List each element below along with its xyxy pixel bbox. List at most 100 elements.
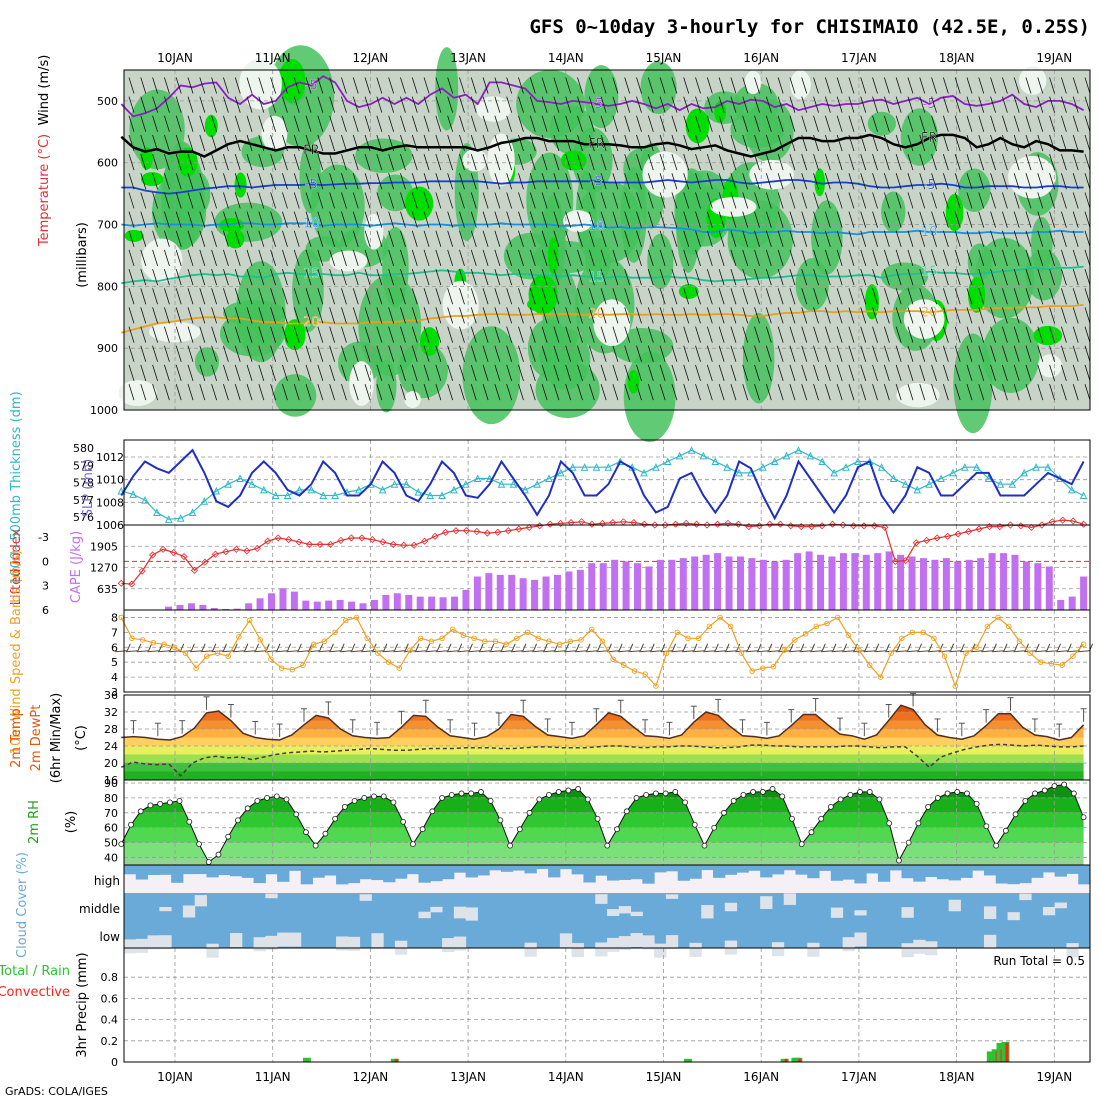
wind-barb [742,230,749,247]
wind-barb [234,192,241,209]
wind-barb [506,230,513,247]
surface-wind-barb [382,650,395,653]
wind-barb [341,115,347,132]
temp-band [124,754,1084,763]
wind-barb [954,134,961,152]
precip-tick-label: 0.2 [101,1035,119,1048]
surface-wind-barb-tick [672,643,677,651]
wind-barb [199,288,206,305]
day-label-top: 12JAN [353,51,389,65]
thickness-point [331,491,339,500]
wind-barb [588,173,595,190]
surface-wind-barb [842,650,855,653]
wind-barb [789,96,796,113]
lifted-index-point [923,536,931,544]
precip-run-total: Run Total = 0.5 [993,954,1085,968]
wind-barb [211,173,217,190]
wind-barb [518,77,524,94]
wind-barb [1037,326,1044,343]
wind-barb [494,249,501,267]
wind-barb [223,173,229,190]
cape-bar [714,553,722,610]
wind-barb [683,192,690,209]
wind-barb [470,364,477,382]
wind-speed-point [920,629,926,636]
temp-band [124,729,1084,738]
surface-wind-barb [863,650,876,653]
wind-barb [223,115,229,132]
wind-barb [1002,173,1008,190]
wind-barb [518,288,524,305]
temp-tick-label: 28 [104,723,118,736]
cape-bar [519,578,527,610]
wind-barb [695,249,701,267]
wind-barb [718,77,725,94]
temp-band [124,720,1084,729]
wind-barb [270,115,277,132]
wind-barb [305,326,312,343]
wind-barb [789,173,796,190]
wind-barb [305,77,312,94]
cape-tick-label: 635 [97,583,118,596]
rh-point [1012,811,1019,818]
wind-barb [836,77,843,94]
wind-barb [872,211,878,228]
wind-barb [860,211,867,228]
day-label-bottom: 16JAN [743,1070,779,1084]
wind-barb [824,192,831,209]
wind-barb [577,77,583,94]
temp2m-axis-label: 2m Temp [9,708,24,768]
wind-barb [565,326,572,343]
wind-barb [612,326,619,343]
rh-point [954,789,961,795]
thickness-point [295,485,304,494]
surface-wind-barb [746,650,759,653]
wind-barb [364,153,371,171]
wind-barb [400,153,406,171]
wind-barb [636,326,642,343]
wind-barb [872,173,878,190]
cloud-gap-cell [854,932,867,947]
cloud-gap-cell [654,943,667,958]
wind-barb [506,383,513,401]
wind-barb [1025,364,1032,382]
cape-bar [782,559,790,610]
wind-barb [246,307,253,324]
wind-barb [565,383,572,401]
surface-wind-barb-tick [800,643,805,651]
wind-barb [329,153,336,171]
wind-barb [329,345,336,362]
wind-barb [565,268,572,286]
pressure-tick-label: 1000 [90,404,118,417]
wind-barb [942,307,949,324]
wind-barb [942,288,949,305]
wind-barb [636,96,642,113]
wind-barb [164,211,170,228]
wind-barb [647,268,654,286]
wind-barb [317,77,324,94]
cloud-gap-cell [206,943,219,958]
cloud-gap-cell [230,933,243,948]
wind-barb [282,326,288,343]
wind-barb [801,115,808,132]
thickness-point [1079,491,1088,500]
surface-wind-barb-tick [426,643,431,651]
wind-barb [423,192,430,209]
wind-barb [718,173,725,190]
cape-bar [885,551,893,610]
wind-barb [199,383,206,401]
wind-barb [801,288,808,305]
wind-barb [270,153,277,171]
wind-barb [128,345,135,362]
wind-barb [1049,192,1055,209]
rh-point [118,841,125,848]
surface-wind-barb [425,650,438,653]
surface-wind-barb [681,650,695,653]
wind-barb [836,192,843,209]
cape-bar [817,554,825,610]
rh-point [273,793,280,800]
wind-barb [506,345,513,362]
wind-barb [1084,307,1091,324]
surface-wind-barb [703,650,716,653]
wind-barb [411,383,418,401]
